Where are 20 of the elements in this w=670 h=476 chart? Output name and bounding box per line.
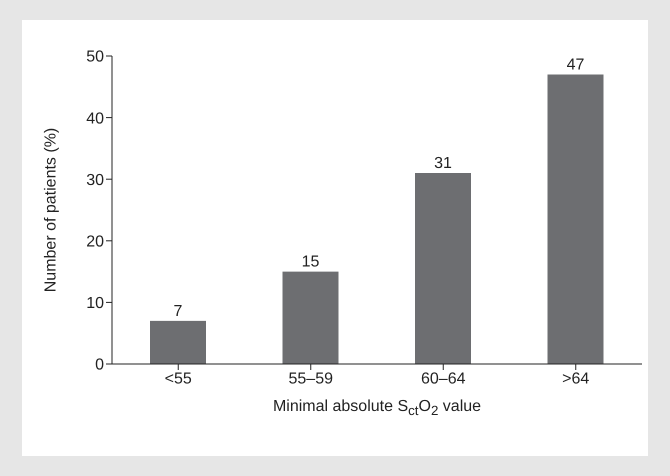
x-axis-title: Minimal absolute S$_{ct}$O$_{2}$ value [272, 398, 482, 418]
data-label: 47 [566, 56, 584, 74]
bar [548, 74, 604, 364]
x-tick-label: 60–64 [421, 370, 466, 388]
bar [415, 173, 471, 364]
x-tick-label: <55 [164, 370, 192, 388]
y-tick-label: 50 [86, 48, 104, 66]
y-tick-label: 20 [86, 233, 104, 250]
x-tick-label: 55–59 [288, 370, 334, 388]
bar [150, 320, 206, 364]
bar [282, 272, 338, 364]
x-tick-label: >64 [562, 370, 590, 388]
y-tick-label: 10 [86, 295, 104, 312]
data-label: 7 [174, 302, 183, 320]
data-label: 15 [302, 254, 320, 271]
data-label: 31 [434, 155, 452, 172]
y-axis-title: Number of patients (%) [42, 128, 60, 292]
y-tick-label: 30 [86, 172, 104, 189]
y-tick-label: 40 [86, 110, 104, 128]
y-tick-label: 0 [95, 356, 104, 374]
